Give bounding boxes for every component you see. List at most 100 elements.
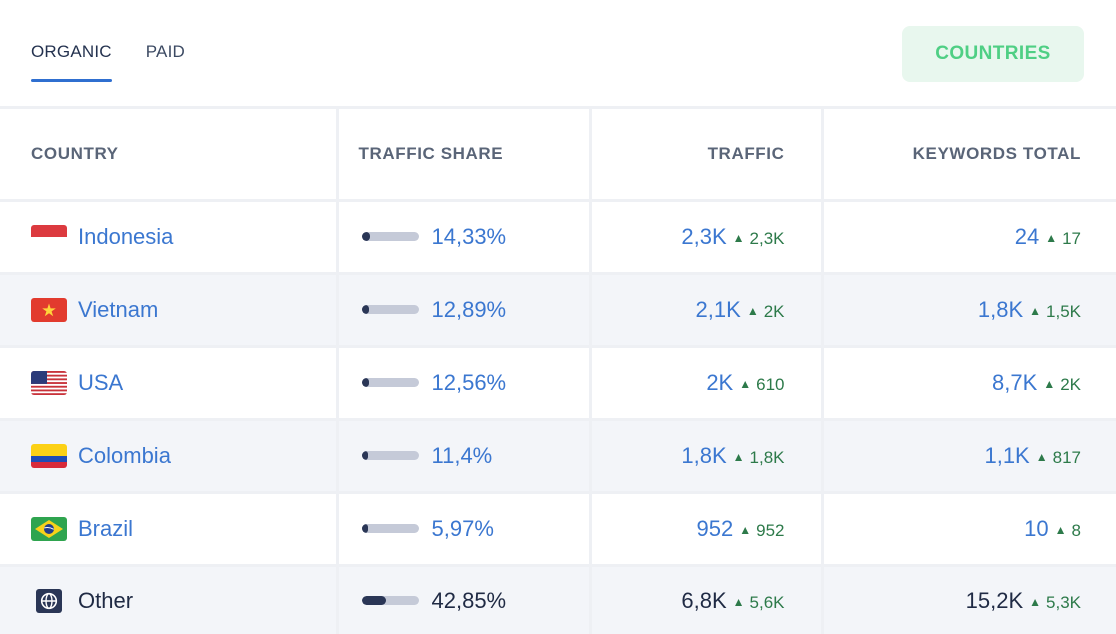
keywords-cell: 8,7K ▲ 2K <box>822 346 1116 421</box>
table-row: Indonesia 14,33% 2,3K ▲ 2,3K 24 ▲ 17 <box>0 200 1116 275</box>
keywords-value: 15,2K <box>965 587 1024 613</box>
flag-indonesia-icon <box>31 224 67 249</box>
traffic-share-cell: 42,85% <box>337 565 592 634</box>
country-cell: USA <box>0 346 339 421</box>
traffic-delta-value: 1,8K <box>749 447 785 467</box>
divider <box>0 106 1116 109</box>
traffic-cell: 2K ▲ 610 <box>590 346 824 421</box>
keywords-value[interactable]: 10 <box>1024 515 1049 541</box>
traffic-share-bar-fill <box>361 232 370 241</box>
traffic-delta: ▲ 5,6K <box>733 593 785 612</box>
traffic-cell: 1,8K ▲ 1,8K <box>590 419 824 494</box>
traffic-delta-value: 2,3K <box>749 228 785 248</box>
table-row: USA 12,56% 2K ▲ 610 8,7K ▲ 2K <box>0 346 1116 421</box>
country-name[interactable]: Indonesia <box>78 223 174 249</box>
traffic-cell: 2,3K ▲ 2,3K <box>590 200 824 275</box>
traffic-type-tabs: ORGANIC PAID <box>31 40 185 84</box>
traffic-share-bar-fill <box>361 305 369 314</box>
traffic-delta: ▲ 2,3K <box>733 229 785 248</box>
traffic-share-bar <box>361 596 419 606</box>
keywords-delta: ▲ 817 <box>1036 448 1081 467</box>
keywords-delta-value: 5,3K <box>1046 592 1081 612</box>
traffic-share-bar <box>361 232 419 241</box>
traffic-share-bar <box>361 305 419 314</box>
tab-paid[interactable]: PAID <box>145 42 185 61</box>
keywords-cell: 15,2K ▲ 5,3K <box>822 565 1116 634</box>
table-row: Vietnam 12,89% 2,1K ▲ 2K 1,8K ▲ 1,5K <box>0 273 1116 348</box>
keywords-value[interactable]: 1,8K <box>977 296 1024 322</box>
country-cell: Vietnam <box>0 273 339 348</box>
keywords-value[interactable]: 8,7K <box>992 369 1038 395</box>
header-traffic-share: TRAFFIC SHARE <box>337 109 592 202</box>
keywords-delta-value: 1,5K <box>1046 301 1081 321</box>
keywords-delta-value: 2K <box>1060 374 1081 394</box>
countries-table: COUNTRY TRAFFIC SHARE TRAFFIC KEYWORDS T… <box>0 109 1116 634</box>
traffic-delta: ▲ 610 <box>739 375 784 394</box>
trend-up-icon: ▲ <box>739 376 752 391</box>
traffic-delta-value: 610 <box>756 374 785 394</box>
keywords-cell: 1,8K ▲ 1,5K <box>822 273 1116 348</box>
traffic-share-cell: 14,33% <box>337 200 592 275</box>
traffic-delta: ▲ 952 <box>739 521 784 540</box>
country-cell: Indonesia <box>0 200 339 275</box>
flag-usa-icon <box>31 370 67 395</box>
traffic-share-bar-fill <box>361 524 368 533</box>
traffic-delta-value: 5,6K <box>749 592 785 612</box>
traffic-share-cell: 12,89% <box>337 273 592 348</box>
trend-up-icon: ▲ <box>732 449 745 464</box>
traffic-share-value: 12,89% <box>431 296 507 322</box>
traffic-delta: ▲ 2K <box>747 302 785 321</box>
country-name[interactable]: Brazil <box>78 515 134 541</box>
traffic-share-value: 5,97% <box>431 515 494 541</box>
table-row: Other 42,85% 6,8K ▲ 5,6K 15,2K ▲ 5,3K <box>0 565 1116 634</box>
traffic-share-cell: 12,56% <box>337 346 592 421</box>
trend-up-icon: ▲ <box>1029 303 1042 318</box>
traffic-share-value: 12,56% <box>431 369 507 395</box>
traffic-delta-value: 2K <box>763 301 785 321</box>
country-name: Other <box>78 587 134 613</box>
traffic-value[interactable]: 952 <box>696 515 734 541</box>
keywords-delta: ▲ 8 <box>1055 521 1081 540</box>
keywords-delta-value: 8 <box>1071 520 1081 540</box>
flag-vietnam-icon <box>31 297 67 322</box>
country-name[interactable]: Vietnam <box>78 296 159 322</box>
trend-up-icon: ▲ <box>1035 449 1048 464</box>
trend-up-icon: ▲ <box>1054 522 1067 537</box>
keywords-value[interactable]: 1,1K <box>984 442 1030 468</box>
country-name[interactable]: USA <box>78 369 124 395</box>
trend-up-icon: ▲ <box>1045 230 1058 245</box>
header-country: COUNTRY <box>0 109 339 202</box>
trend-up-icon: ▲ <box>1043 376 1056 391</box>
keywords-value[interactable]: 24 <box>1014 223 1040 249</box>
trend-up-icon: ▲ <box>732 594 745 609</box>
traffic-share-value: 14,33% <box>431 223 507 249</box>
country-name[interactable]: Colombia <box>78 442 171 468</box>
trend-up-icon: ▲ <box>732 230 745 245</box>
trend-up-icon: ▲ <box>1029 594 1042 609</box>
keywords-delta: ▲ 5,3K <box>1029 593 1081 612</box>
tab-organic[interactable]: ORGANIC <box>31 40 112 84</box>
table-row: Colombia 11,4% 1,8K ▲ 1,8K 1,1K ▲ 817 <box>0 419 1116 494</box>
table-row: Brazil 5,97% 952 ▲ 952 10 ▲ 8 <box>0 492 1116 567</box>
traffic-share-bar-fill <box>361 378 369 387</box>
header-traffic: TRAFFIC <box>590 109 824 202</box>
traffic-share-bar <box>361 524 419 533</box>
globe-icon <box>31 588 67 613</box>
traffic-delta-value: 952 <box>756 520 785 540</box>
flag-brazil-icon <box>31 516 67 541</box>
header-keywords-total: KEYWORDS TOTAL <box>822 109 1116 202</box>
traffic-value: 6,8K <box>681 587 727 613</box>
traffic-value[interactable]: 2,1K <box>695 296 741 322</box>
flag-colombia-icon <box>31 443 67 468</box>
keywords-delta: ▲ 17 <box>1045 229 1081 248</box>
country-cell: Other <box>0 565 339 634</box>
traffic-share-cell: 11,4% <box>337 419 592 494</box>
traffic-share-bar <box>361 451 419 460</box>
countries-button[interactable]: COUNTRIES <box>902 26 1084 82</box>
table-header-row: COUNTRY TRAFFIC SHARE TRAFFIC KEYWORDS T… <box>0 109 1116 202</box>
traffic-value[interactable]: 2K <box>706 369 734 395</box>
trend-up-icon: ▲ <box>739 522 752 537</box>
traffic-cell: 6,8K ▲ 5,6K <box>590 565 824 634</box>
traffic-value[interactable]: 2,3K <box>681 223 727 249</box>
traffic-value[interactable]: 1,8K <box>681 442 727 468</box>
